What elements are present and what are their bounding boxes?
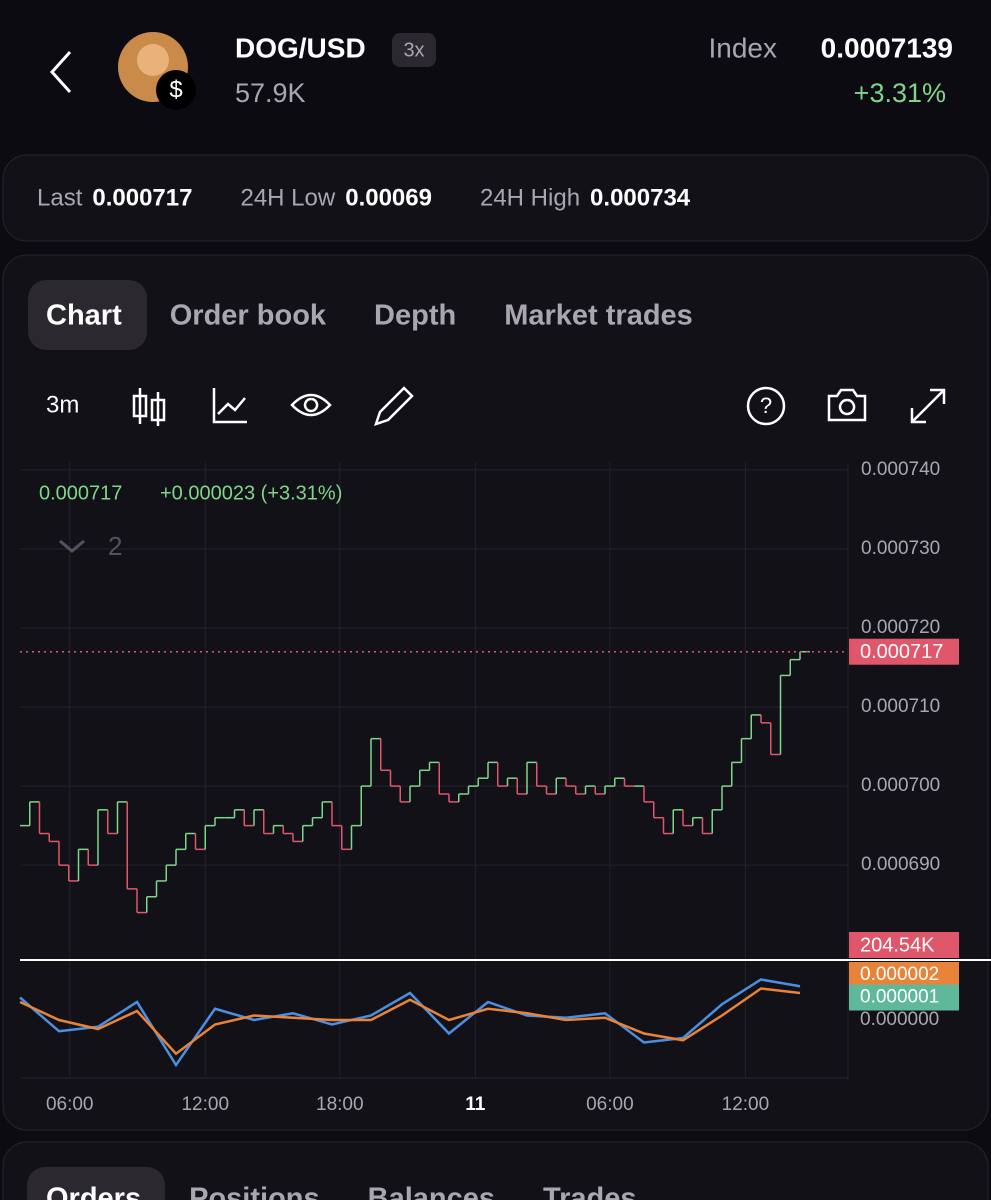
x-tick-label: 12:00: [181, 1094, 229, 1115]
toolbar-icons: [132, 386, 946, 426]
bottom-panel: [2, 1141, 989, 1200]
chart-panel: [2, 254, 989, 1131]
tab[interactable]: Chart: [46, 300, 122, 332]
help-mark: ?: [760, 393, 772, 418]
leverage-badge: [392, 33, 436, 67]
y2-tick-label: 0.000000: [860, 1009, 939, 1030]
index-value: 0.0007139: [821, 32, 953, 63]
help-icon[interactable]: [746, 386, 786, 426]
y2-tick-box: [849, 962, 959, 988]
volume: 57.9K: [235, 78, 306, 108]
volume-label-box: [849, 932, 959, 958]
bottom-tab[interactable]: Orders: [46, 1183, 141, 1200]
y2-tick-label: 0.000001: [860, 987, 939, 1008]
indicator-line: [19, 978, 801, 1068]
stat-label: Last: [37, 184, 83, 211]
leverage: 3x: [403, 39, 424, 61]
stat-value: 0.00069: [345, 184, 432, 211]
x-tick-label: 06:00: [46, 1094, 94, 1115]
bottom-tab[interactable]: Positions: [189, 1183, 320, 1200]
bottom-tabs: Orders Positions Balances Trades: [46, 1183, 636, 1200]
y-tick-label: 0.000710: [861, 696, 940, 717]
tab[interactable]: Market trades: [504, 300, 693, 332]
dollar-badge: [156, 70, 196, 110]
y-tick-label: 0.000740: [861, 459, 940, 480]
y-tick-label: 0.000690: [861, 854, 940, 875]
stat-value: 0.000734: [590, 184, 691, 211]
interval[interactable]: 3m: [46, 391, 79, 418]
camera-icon[interactable]: [827, 388, 867, 422]
last-price-label: 0.000717: [860, 641, 943, 663]
stat-label: 24H High: [480, 184, 580, 211]
price-chart: 0.000690 0.000700 0.000710 0.000720 0.000730…: [19, 459, 959, 1115]
x-tick-label: 11: [465, 1094, 486, 1115]
indicator-line: [19, 987, 801, 1056]
y2-tick-label: 0.000002: [860, 964, 939, 985]
fullscreen-icon[interactable]: [910, 388, 946, 424]
x-tick-label: 06:00: [586, 1094, 634, 1115]
indicator-icon[interactable]: [212, 388, 247, 424]
active-bottom-tab: [27, 1167, 165, 1200]
bottom-tab[interactable]: Balances: [368, 1183, 495, 1200]
stats: Last 0.000717 24H Low 0.00069 24H High 0.0007…: [37, 184, 691, 211]
pair: DOG/USD: [235, 32, 366, 63]
x-tick-label: 12:00: [722, 1094, 770, 1115]
change: +3.31%: [854, 78, 946, 108]
last-price-box: [849, 638, 959, 665]
legend-price: 0.000717: [39, 482, 122, 504]
indicator-count: 2: [108, 531, 122, 561]
y-tick-label: 0.000700: [861, 775, 940, 796]
y-tick-label: 0.000730: [861, 538, 940, 559]
legend-change: +0.000023 (+3.31%): [160, 482, 342, 504]
active-tab: [28, 280, 147, 350]
avatar-face: [137, 44, 169, 76]
pencil-icon[interactable]: [374, 386, 414, 426]
stats-panel: [2, 154, 989, 242]
dollar-icon: $: [169, 76, 182, 103]
y-tick-label: 0.000720: [861, 617, 940, 638]
tab[interactable]: Order book: [170, 300, 327, 332]
x-tick-label: 18:00: [316, 1094, 364, 1115]
stat-label: 24H Low: [240, 184, 335, 211]
eye-icon[interactable]: [290, 393, 332, 417]
tabs: Chart Order book Depth Market trades: [46, 300, 693, 332]
stat-value: 0.000717: [92, 184, 192, 211]
index-label: Index: [709, 32, 778, 63]
tab[interactable]: Depth: [374, 300, 456, 332]
volume-label: 204.54K: [860, 934, 935, 956]
indicator-toggle[interactable]: [59, 539, 85, 553]
y2-tick-box: [849, 984, 959, 1011]
candle-icon[interactable]: [132, 388, 166, 426]
back-button[interactable]: [49, 50, 72, 94]
bottom-tab[interactable]: Trades: [543, 1183, 637, 1200]
